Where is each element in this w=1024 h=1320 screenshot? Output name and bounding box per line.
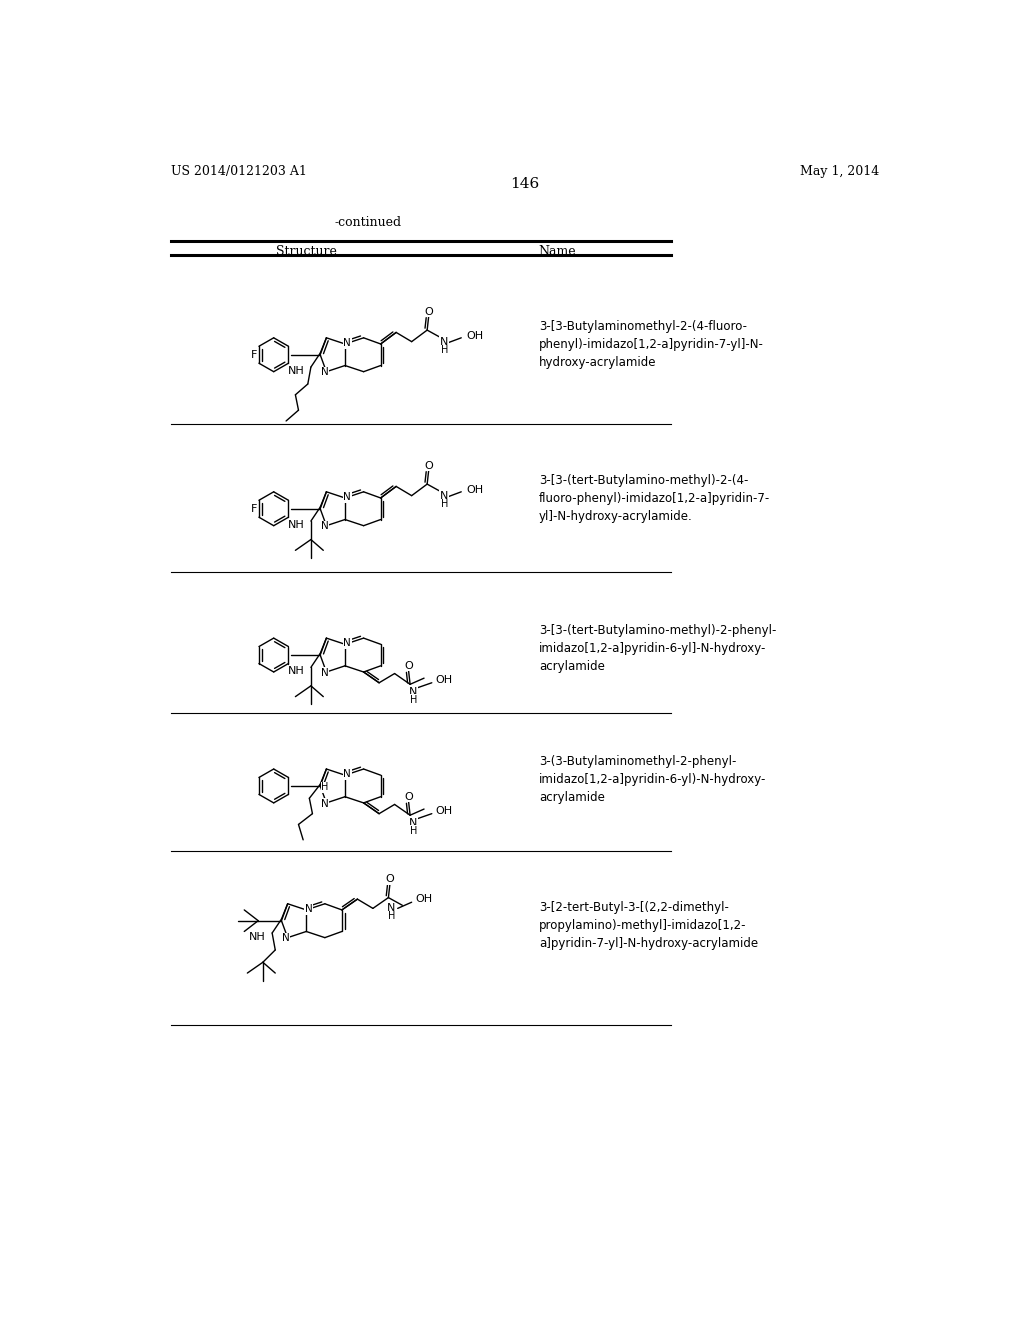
Text: -continued: -continued bbox=[335, 216, 401, 230]
Text: OH: OH bbox=[466, 331, 483, 342]
Text: H: H bbox=[440, 499, 447, 510]
Text: OH: OH bbox=[435, 675, 453, 685]
Text: 3-[3-(tert-Butylamino-methyl)-2-(4-
fluoro-phenyl)-imidazo[1,2-a]pyridin-7-
yl]-: 3-[3-(tert-Butylamino-methyl)-2-(4- fluo… bbox=[539, 474, 770, 523]
Text: O: O bbox=[404, 661, 413, 671]
Text: N: N bbox=[440, 337, 449, 347]
Text: H: H bbox=[410, 694, 417, 705]
Text: N: N bbox=[321, 367, 329, 378]
Text: N: N bbox=[321, 521, 329, 532]
Text: N: N bbox=[440, 491, 449, 500]
Text: 146: 146 bbox=[510, 177, 540, 191]
Text: N: N bbox=[283, 933, 290, 944]
Text: H: H bbox=[388, 911, 395, 921]
Text: F: F bbox=[251, 504, 257, 513]
Text: NH: NH bbox=[288, 366, 305, 376]
Text: OH: OH bbox=[466, 486, 483, 495]
Text: 3-[3-Butylaminomethyl-2-(4-fluoro-
phenyl)-imidazo[1,2-a]pyridin-7-yl]-N-
hydrox: 3-[3-Butylaminomethyl-2-(4-fluoro- pheny… bbox=[539, 321, 764, 370]
Text: NH: NH bbox=[249, 932, 266, 942]
Text: May 1, 2014: May 1, 2014 bbox=[800, 165, 879, 178]
Text: N: N bbox=[343, 492, 351, 502]
Text: H: H bbox=[440, 345, 447, 355]
Text: O: O bbox=[386, 874, 394, 884]
Text: F: F bbox=[251, 350, 257, 360]
Text: N: N bbox=[321, 668, 329, 677]
Text: N: N bbox=[321, 799, 329, 809]
Text: OH: OH bbox=[435, 805, 453, 816]
Text: H: H bbox=[322, 783, 329, 792]
Text: O: O bbox=[424, 306, 433, 317]
Text: O: O bbox=[424, 461, 433, 471]
Text: N: N bbox=[409, 818, 418, 828]
Text: OH: OH bbox=[416, 894, 433, 904]
Text: N: N bbox=[387, 903, 395, 913]
Text: Name: Name bbox=[539, 244, 577, 257]
Text: US 2014/0121203 A1: US 2014/0121203 A1 bbox=[171, 165, 306, 178]
Text: NH: NH bbox=[288, 667, 305, 676]
Text: O: O bbox=[404, 792, 413, 801]
Text: Structure: Structure bbox=[275, 244, 337, 257]
Text: 3-[2-tert-Butyl-3-[(2,2-dimethyl-
propylamino)-methyl]-imidazo[1,2-
a]pyridin-7-: 3-[2-tert-Butyl-3-[(2,2-dimethyl- propyl… bbox=[539, 902, 758, 950]
Text: N: N bbox=[343, 338, 351, 348]
Text: 3-(3-Butylaminomethyl-2-phenyl-
imidazo[1,2-a]pyridin-6-yl)-N-hydroxy-
acrylamid: 3-(3-Butylaminomethyl-2-phenyl- imidazo[… bbox=[539, 755, 766, 804]
Text: N: N bbox=[409, 686, 418, 697]
Text: N: N bbox=[343, 639, 351, 648]
Text: N: N bbox=[305, 904, 312, 915]
Text: H: H bbox=[410, 825, 417, 836]
Text: N: N bbox=[343, 770, 351, 779]
Text: 3-[3-(tert-Butylamino-methyl)-2-phenyl-
imidazo[1,2-a]pyridin-6-yl]-N-hydroxy-
a: 3-[3-(tert-Butylamino-methyl)-2-phenyl- … bbox=[539, 624, 776, 673]
Text: NH: NH bbox=[288, 520, 305, 529]
